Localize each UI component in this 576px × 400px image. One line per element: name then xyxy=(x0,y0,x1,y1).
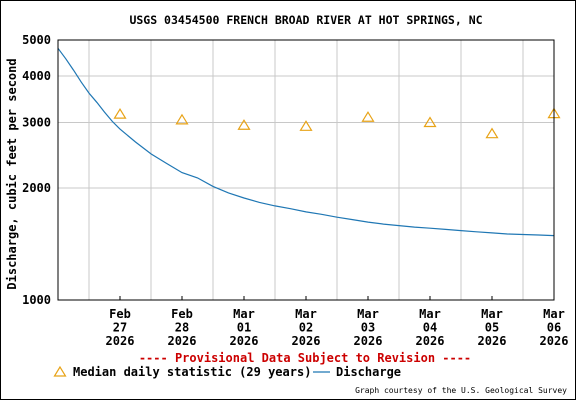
plot-area xyxy=(58,40,554,300)
median-marker xyxy=(423,116,437,128)
x-tick-labels: Feb272026Feb282026Mar012026Mar022026Mar0… xyxy=(106,296,569,348)
x-tick-label: 2026 xyxy=(478,334,507,348)
x-tick-label: Mar xyxy=(357,307,379,321)
x-tick-label: 01 xyxy=(237,321,251,335)
x-tick-label: Mar xyxy=(295,307,317,321)
median-marker xyxy=(299,120,313,131)
provisional-note: ---- Provisional Data Subject to Revisio… xyxy=(139,351,471,365)
y-tick-label: 3000 xyxy=(22,116,51,130)
legend-median-marker xyxy=(53,365,67,377)
y-tick-labels: 1000 2000 3000 4000 5000 xyxy=(22,33,51,307)
x-tick-label: Mar xyxy=(543,307,565,321)
x-tick-label: 02 xyxy=(299,321,313,335)
legend-discharge-label: Discharge xyxy=(336,365,401,379)
legend-median-label: Median daily statistic (29 years) xyxy=(73,365,311,379)
x-tick-label: 2026 xyxy=(540,334,569,348)
legend: Median daily statistic (29 years) Discha… xyxy=(53,365,401,379)
x-tick-label: 03 xyxy=(361,321,375,335)
x-tick-label: Feb xyxy=(171,307,193,321)
usgs-credit: Graph courtesy of the U.S. Geological Su… xyxy=(355,386,567,395)
x-tick-label: 2026 xyxy=(416,334,445,348)
y-axis-label: Discharge, cubic feet per second xyxy=(5,58,19,289)
x-tick-label: 04 xyxy=(423,321,437,335)
x-tick-label: 05 xyxy=(485,321,499,335)
median-marker xyxy=(237,119,251,130)
discharge-line xyxy=(57,47,555,237)
x-tick-label: 27 xyxy=(113,321,127,335)
x-tick-label: 2026 xyxy=(230,334,259,348)
x-tick-label: 2026 xyxy=(168,334,197,348)
median-marker xyxy=(113,107,127,119)
median-marker xyxy=(485,127,499,139)
x-tick-label: Mar xyxy=(233,307,255,321)
x-tick-label: 2026 xyxy=(354,334,383,348)
x-tick-label: Mar xyxy=(419,307,441,321)
plot-border xyxy=(57,39,555,301)
x-tick-label: Feb xyxy=(109,307,131,321)
x-tick-label: Mar xyxy=(481,307,503,321)
series-layer xyxy=(57,47,561,237)
y-tick-label: 2000 xyxy=(22,181,51,195)
median-marker xyxy=(175,113,189,125)
median-marker xyxy=(361,111,375,122)
y-tick-label: 4000 xyxy=(22,69,51,83)
x-tick-label: 2026 xyxy=(106,334,135,348)
y-tick-label: 5000 xyxy=(22,33,51,47)
chart-title: USGS 03454500 FRENCH BROAD RIVER AT HOT … xyxy=(129,13,482,27)
x-tick-label: 06 xyxy=(547,321,561,335)
x-tick-label: 28 xyxy=(175,321,189,335)
y-tick-label: 1000 xyxy=(22,293,51,307)
x-tick-label: 2026 xyxy=(292,334,321,348)
